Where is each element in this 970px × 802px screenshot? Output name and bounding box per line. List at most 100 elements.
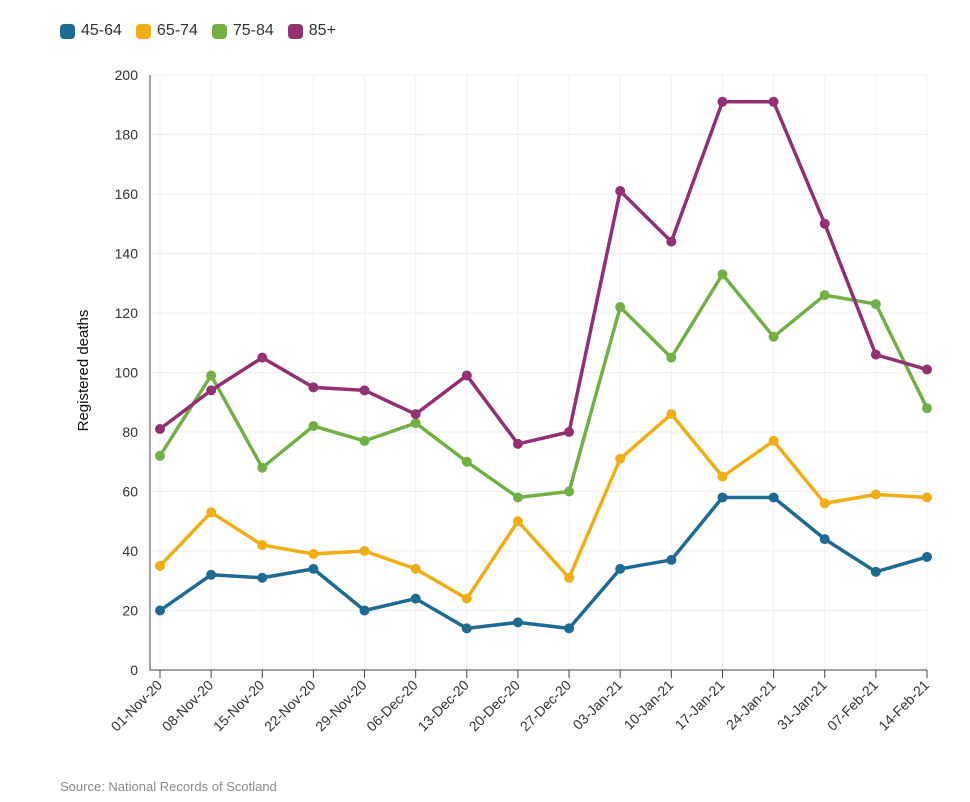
data-point: [819, 498, 830, 509]
data-point: [922, 551, 932, 562]
y-tick-label: 200: [115, 67, 139, 83]
data-point: [308, 548, 319, 559]
data-point: [359, 546, 370, 556]
data-point: [768, 492, 779, 503]
y-tick-label: 0: [130, 662, 138, 678]
data-point: [308, 382, 319, 393]
data-point: [717, 471, 728, 482]
data-point: [308, 563, 319, 574]
data-point: [666, 409, 677, 420]
data-point: [461, 593, 472, 604]
data-point: [461, 370, 472, 381]
legend-swatch: [60, 23, 75, 39]
y-axis-title: Registered deaths: [75, 310, 92, 432]
data-point: [512, 516, 523, 527]
series-line: [158, 100, 929, 446]
data-point: [870, 349, 881, 360]
data-point: [615, 186, 626, 197]
data-point: [717, 269, 728, 280]
data-point: [155, 560, 165, 571]
data-point: [819, 290, 830, 301]
y-tick-label: 80: [122, 424, 138, 440]
data-point: [717, 492, 728, 503]
data-point: [410, 409, 421, 420]
data-point: [564, 427, 575, 437]
data-point: [410, 418, 421, 429]
data-point: [155, 605, 165, 616]
axis-labels: 0 20 40 60 80 100 120 140 160 180 200 01-Nov-2008-N…: [75, 67, 932, 734]
legend-label: 85+: [308, 22, 336, 39]
data-point: [512, 438, 523, 449]
data-point: [564, 486, 575, 497]
series-line: [158, 412, 929, 601]
x-tick-label: 07-Feb-21: [824, 677, 881, 734]
legend-item[interactable]: 75-84: [211, 22, 274, 40]
data-point: [768, 435, 779, 446]
x-tick-label: 06-Dec-20: [363, 677, 421, 735]
data-point: [257, 352, 268, 363]
series-75-84: [155, 269, 932, 503]
y-tick-label: 140: [115, 246, 139, 262]
series-line: [158, 272, 929, 500]
data-point: [206, 569, 217, 580]
source-note: Source: National Records of Scotland: [60, 779, 277, 794]
data-point: [819, 218, 830, 229]
data-point: [461, 623, 472, 634]
data-point: [564, 623, 575, 634]
legend-item[interactable]: 85+: [287, 22, 336, 40]
y-tick-label: 40: [122, 543, 138, 559]
axes: [149, 75, 928, 678]
data-point: [257, 462, 268, 473]
data-point: [666, 554, 677, 565]
data-point: [615, 453, 626, 464]
data-point: [308, 421, 319, 432]
data-point: [768, 331, 779, 342]
data-point: [359, 435, 370, 446]
x-tick-label: 22-Nov-20: [261, 677, 319, 735]
legend-swatch: [211, 23, 227, 39]
data-point: [410, 593, 421, 604]
series-45-64: [155, 492, 932, 634]
y-tick-label: 120: [115, 305, 139, 321]
data-point: [257, 540, 268, 551]
legend-item[interactable]: 45-64: [60, 22, 122, 40]
data-point: [870, 299, 881, 310]
gridlines: [152, 74, 928, 670]
legend-label: 65-74: [156, 22, 198, 39]
data-point: [870, 489, 881, 500]
legend-label: 45-64: [81, 22, 122, 39]
y-tick-label: 180: [115, 127, 139, 143]
x-tick-label: 10-Jan-21: [621, 677, 677, 733]
series-lines: [155, 96, 932, 634]
data-point: [206, 370, 217, 381]
data-point: [768, 96, 779, 107]
x-tick-label: 14-Feb-21: [875, 677, 932, 734]
data-point: [666, 352, 677, 363]
x-tick-label: 31-Jan-21: [774, 677, 830, 733]
x-tick-label: 27-Dec-20: [517, 677, 575, 735]
x-tick-label: 01-Nov-20: [108, 677, 166, 735]
data-point: [666, 236, 677, 247]
legend-item[interactable]: 65-74: [135, 22, 198, 40]
y-tick-label: 20: [122, 603, 138, 619]
data-point: [717, 96, 728, 107]
line-chart: 0 20 40 60 80 100 120 140 160 180 200 01-Nov-2008-N…: [75, 67, 932, 734]
data-point: [206, 507, 217, 518]
series-85+: [155, 96, 932, 449]
data-point: [257, 572, 268, 583]
data-point: [359, 385, 370, 396]
legend-swatch: [135, 23, 151, 39]
data-point: [410, 563, 421, 574]
data-point: [870, 566, 881, 577]
x-tick-label: 29-Nov-20: [312, 677, 370, 735]
y-tick-label: 160: [115, 186, 139, 202]
y-tick-label: 60: [122, 484, 138, 500]
y-tick-label: 100: [115, 365, 139, 381]
data-point: [206, 385, 217, 396]
data-point: [512, 617, 523, 628]
x-tick-label: 13-Dec-20: [414, 677, 472, 735]
x-tick-label: 24-Jan-21: [723, 677, 779, 733]
x-tick-label: 20-Dec-20: [466, 677, 524, 735]
legend-label: 75-84: [232, 22, 274, 39]
legend-swatch: [287, 23, 303, 39]
